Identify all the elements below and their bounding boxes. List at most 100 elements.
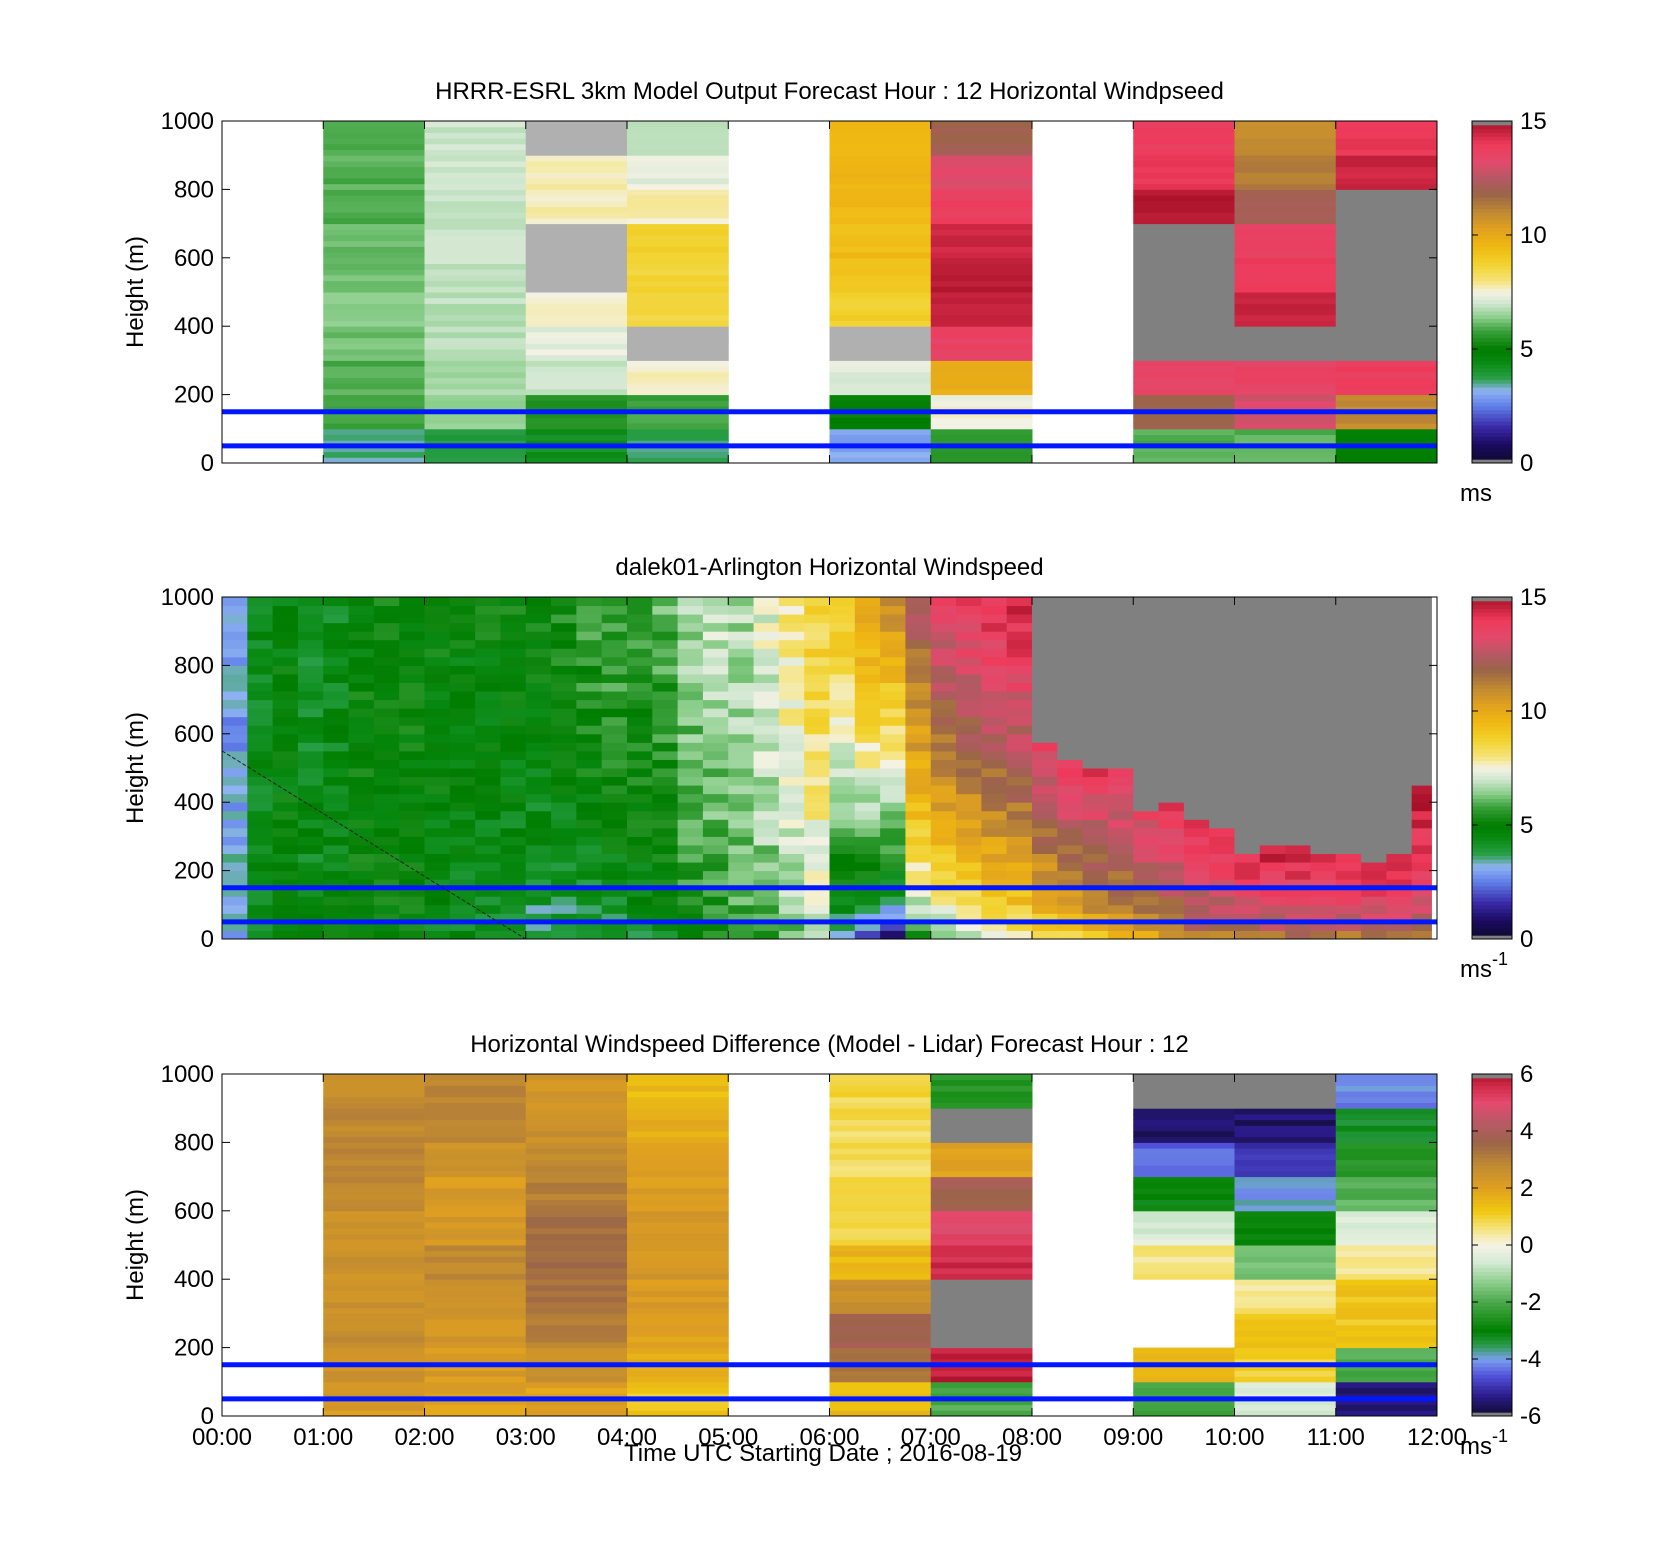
- cell: [399, 673, 425, 683]
- cell: [1234, 309, 1337, 316]
- cell: [854, 622, 881, 632]
- cell: [576, 639, 603, 649]
- cell: [1361, 904, 1387, 914]
- cell: [804, 768, 830, 778]
- panel-3: Horizontal Windspeed Difference (Model -…: [122, 1031, 1541, 1460]
- cell: [551, 785, 577, 795]
- cell: [627, 366, 729, 373]
- cell: [829, 1267, 932, 1274]
- cell: [829, 400, 932, 407]
- cell: [905, 656, 932, 666]
- cell: [930, 1205, 1033, 1212]
- cell: [829, 1319, 932, 1326]
- cell: [1335, 1359, 1438, 1366]
- cell: [930, 785, 957, 795]
- cell: [424, 178, 527, 185]
- cell: [930, 1256, 1033, 1263]
- cell: [1158, 827, 1185, 837]
- cell: [829, 1398, 932, 1406]
- cell: [1386, 776, 1413, 786]
- cell: [930, 1113, 1033, 1121]
- cell: [424, 1176, 527, 1183]
- cell: [525, 844, 552, 854]
- cell: [1310, 597, 1337, 607]
- cell: [424, 1125, 527, 1132]
- cell: [424, 326, 527, 333]
- cell: [627, 1279, 729, 1286]
- cell: [1082, 716, 1109, 726]
- cell: [905, 836, 932, 846]
- cell: [525, 1239, 628, 1246]
- cell: [1335, 1210, 1438, 1217]
- cell: [829, 360, 932, 367]
- cell: [1082, 725, 1109, 735]
- cell: [247, 716, 274, 726]
- cell: [702, 708, 729, 718]
- cell: [1133, 132, 1235, 139]
- cell: [323, 1142, 425, 1149]
- x-tick-label: 05:00: [698, 1424, 758, 1451]
- cell: [1361, 648, 1387, 658]
- cell: [652, 887, 679, 897]
- cell: [778, 896, 805, 906]
- cell: [880, 853, 906, 863]
- cell: [627, 445, 729, 453]
- cell: [1133, 1108, 1235, 1115]
- cell: [222, 870, 248, 880]
- cell: [905, 759, 932, 769]
- cell: [222, 639, 248, 649]
- cell: [424, 366, 527, 373]
- cell: [373, 819, 400, 829]
- cell: [525, 383, 628, 390]
- cell: [627, 172, 729, 179]
- cell: [854, 776, 881, 786]
- cell: [981, 708, 1008, 718]
- cell: [753, 921, 780, 931]
- cell: [1133, 793, 1160, 803]
- cell: [399, 810, 425, 820]
- cell: [1107, 656, 1134, 666]
- cell: [956, 716, 982, 726]
- cell: [627, 768, 653, 778]
- cell: [627, 274, 729, 282]
- cell: [525, 200, 628, 207]
- cell: [247, 802, 274, 812]
- cell: [627, 597, 653, 607]
- cell: [677, 631, 704, 641]
- cell: [905, 913, 932, 923]
- cell: [854, 656, 881, 666]
- cell: [930, 314, 1033, 321]
- cell: [601, 793, 628, 803]
- cell: [627, 200, 729, 207]
- colorbar-tick-label: 10: [1520, 222, 1547, 249]
- cell: [1133, 1153, 1235, 1160]
- cell: [1082, 913, 1109, 923]
- cell: [1361, 862, 1387, 872]
- cell: [323, 1273, 425, 1280]
- cell: [627, 138, 729, 145]
- cell: [424, 394, 527, 401]
- cell: [930, 1250, 1033, 1257]
- cell: [829, 725, 856, 735]
- cell: [702, 810, 729, 820]
- cell: [627, 930, 653, 940]
- cell: [449, 810, 476, 820]
- cell: [854, 750, 881, 760]
- cell: [1234, 1085, 1337, 1092]
- cell: [576, 896, 603, 906]
- cell: [424, 406, 527, 413]
- cell: [829, 269, 932, 276]
- cell: [930, 1091, 1033, 1098]
- cell: [829, 1096, 932, 1103]
- cell: [1133, 286, 1235, 293]
- cell: [930, 274, 1033, 282]
- cell: [1183, 793, 1210, 803]
- cell: [905, 716, 932, 726]
- cell: [1335, 921, 1362, 931]
- cell: [424, 388, 527, 396]
- cell: [930, 750, 957, 760]
- cell: [1335, 394, 1438, 401]
- cell: [424, 1267, 527, 1274]
- cell: [677, 930, 704, 940]
